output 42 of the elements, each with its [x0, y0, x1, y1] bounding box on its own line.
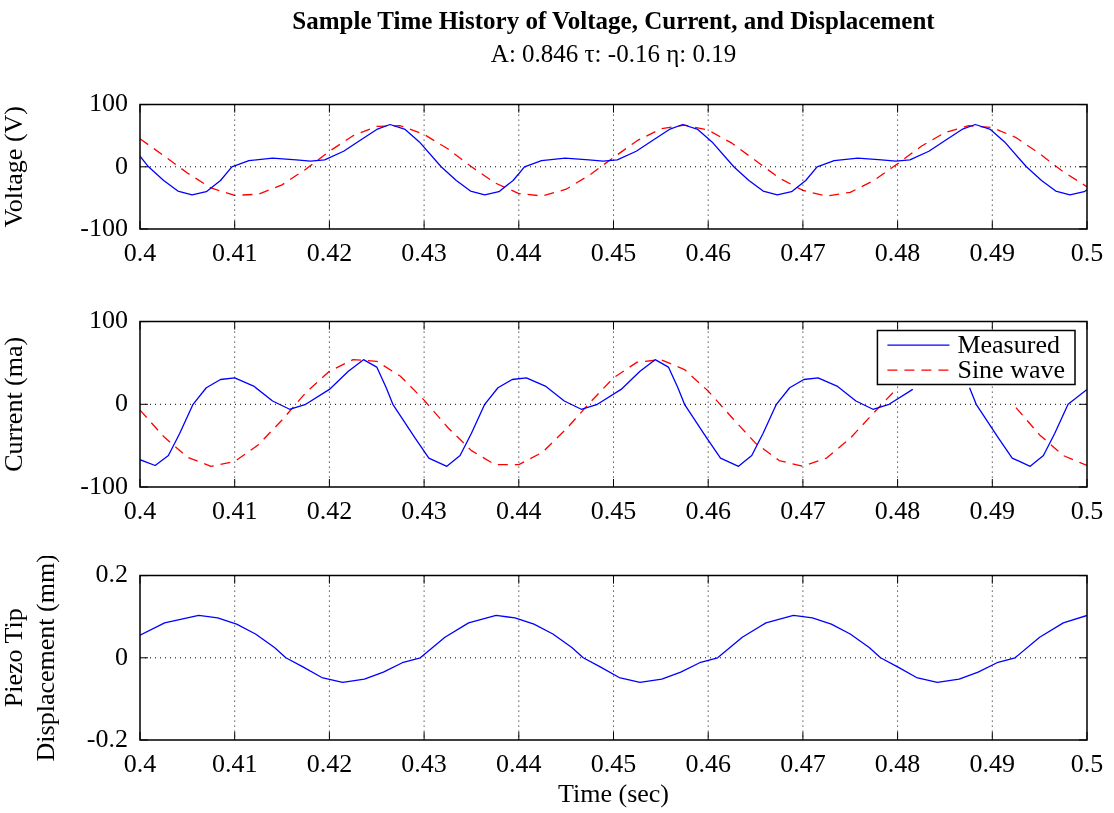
x-tick-label: 0.44	[496, 238, 542, 268]
x-tick-label: 0.5	[1070, 238, 1104, 268]
y-tick-label: 0.2	[95, 559, 128, 589]
x-tick-label: 0.47	[780, 749, 826, 779]
x-tick-label: 0.46	[685, 238, 731, 268]
y-tick-label: 0	[115, 388, 128, 418]
x-axis-title: Time (sec)	[558, 779, 669, 809]
x-tick-label: 0.48	[874, 749, 921, 779]
chart-title: Sample Time History of Voltage, Current, and Displacement	[291, 6, 936, 36]
x-tick-label: 0.49	[969, 496, 1016, 526]
y-axis-title: Voltage (V)	[0, 106, 29, 228]
x-tick-label: 0.48	[874, 238, 921, 268]
x-tick-label: 0.43	[401, 749, 447, 779]
x-tick-label: 0.42	[306, 496, 353, 526]
x-tick-label: 0.41	[211, 749, 258, 779]
x-tick-label: 0.45	[590, 496, 637, 526]
y-axis-title: Piezo Tip Displacement (mm)	[0, 554, 60, 762]
x-tick-label: 0.43	[401, 238, 447, 268]
x-tick-label: 0.42	[306, 238, 353, 268]
x-tick-label: 0.49	[969, 749, 1016, 779]
x-tick-label: 0.45	[590, 238, 637, 268]
x-tick-label: 0.46	[685, 749, 731, 779]
y-tick-label: 0	[115, 150, 128, 180]
x-tick-label: 0.46	[685, 496, 731, 526]
y-tick-label: 100	[89, 88, 128, 118]
x-tick-label: 0.45	[590, 749, 637, 779]
x-tick-label: 0.5	[1070, 496, 1104, 526]
chart-subtitle: A: 0.846 τ: -0.16 η: 0.19	[489, 39, 738, 69]
x-tick-label: 0.43	[401, 496, 447, 526]
y-axis-title: Current (ma)	[0, 336, 29, 472]
x-tick-label: 0.47	[780, 238, 826, 268]
y-tick-label: 100	[89, 305, 128, 335]
x-tick-label: 0.5	[1070, 749, 1104, 779]
x-tick-label: 0.41	[211, 238, 258, 268]
x-tick-label: 0.41	[211, 496, 258, 526]
x-tick-label: 0.44	[496, 749, 542, 779]
x-tick-label: 0.47	[780, 496, 826, 526]
x-tick-label: 0.42	[306, 749, 353, 779]
x-tick-label: 0.48	[874, 496, 921, 526]
x-tick-label: 0.44	[496, 496, 542, 526]
y-tick-label: 0	[115, 641, 128, 671]
x-tick-label: 0.49	[969, 238, 1016, 268]
